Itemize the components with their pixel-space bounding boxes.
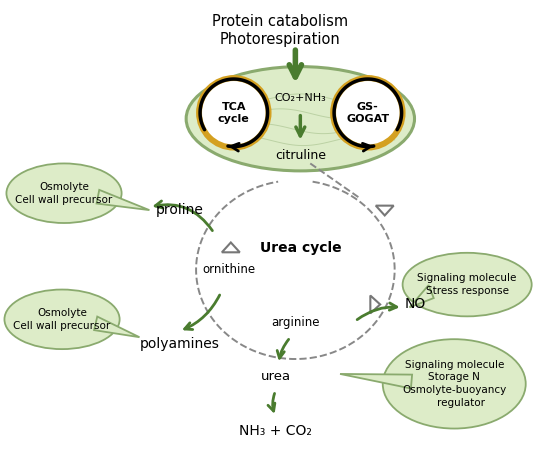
Text: Urea cycle: Urea cycle — [260, 241, 341, 255]
Text: citruline: citruline — [275, 149, 326, 162]
Text: CO₂+NH₃: CO₂+NH₃ — [274, 93, 326, 103]
Polygon shape — [376, 206, 394, 216]
Polygon shape — [97, 190, 149, 210]
Polygon shape — [222, 243, 240, 252]
Text: polyamines: polyamines — [139, 337, 219, 351]
Text: Protein catabolism
Photorespiration: Protein catabolism Photorespiration — [212, 14, 349, 47]
Text: ornithine: ornithine — [203, 263, 255, 276]
Polygon shape — [370, 296, 380, 313]
Text: TCA
cycle: TCA cycle — [218, 102, 250, 124]
Text: Signaling molecule
Stress response: Signaling molecule Stress response — [418, 273, 517, 296]
Circle shape — [330, 75, 406, 151]
Circle shape — [202, 81, 266, 144]
Circle shape — [336, 81, 400, 144]
Text: NO: NO — [405, 297, 426, 311]
Text: Osmolyte
Cell wall precursor: Osmolyte Cell wall precursor — [14, 308, 111, 331]
Text: Signaling molecule
Storage N
Osmolyte-buoyancy
    regulator: Signaling molecule Storage N Osmolyte-bu… — [402, 360, 507, 408]
Text: urea: urea — [261, 370, 291, 383]
Text: NH₃ + CO₂: NH₃ + CO₂ — [239, 423, 312, 437]
Ellipse shape — [383, 339, 526, 428]
Polygon shape — [94, 316, 140, 337]
Ellipse shape — [4, 289, 119, 349]
Text: GS-
GOGAT: GS- GOGAT — [346, 102, 389, 124]
Circle shape — [196, 75, 272, 151]
Ellipse shape — [402, 253, 532, 316]
Text: proline: proline — [155, 203, 203, 217]
Polygon shape — [409, 285, 434, 307]
Text: arginine: arginine — [271, 316, 320, 329]
Ellipse shape — [186, 67, 414, 171]
Text: Osmolyte
Cell wall precursor: Osmolyte Cell wall precursor — [15, 182, 112, 205]
Ellipse shape — [7, 163, 122, 223]
Polygon shape — [340, 374, 412, 388]
